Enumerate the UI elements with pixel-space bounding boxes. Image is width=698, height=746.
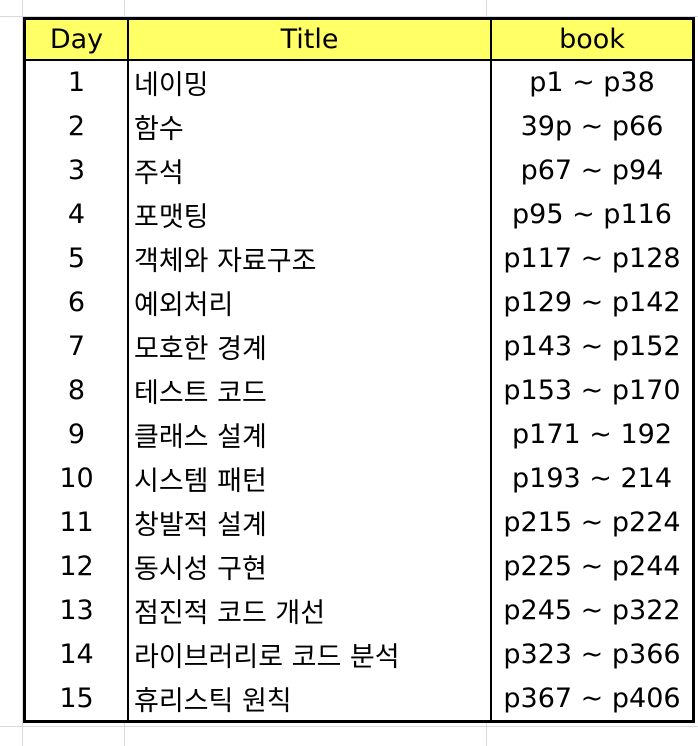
- header-title-cell[interactable]: Title: [128, 20, 492, 61]
- header-book-cell[interactable]: book: [491, 20, 692, 61]
- book-cell[interactable]: p67 ~ p94: [520, 154, 664, 186]
- day-cell[interactable]: 9: [26, 412, 129, 457]
- day-cell[interactable]: 8: [26, 368, 129, 413]
- table-row: 13 점진적 코드 개선 p245 ~ p322: [26, 588, 692, 633]
- book-cell[interactable]: p193 ~ 214: [512, 463, 672, 495]
- book-cell[interactable]: p323 ~ p366: [503, 639, 681, 671]
- day-cell[interactable]: 13: [26, 588, 129, 633]
- book-cell[interactable]: p117 ~ p128: [503, 242, 681, 274]
- day-cell[interactable]: 12: [26, 544, 129, 589]
- book-cell[interactable]: p1 ~ p38: [529, 67, 655, 99]
- title-cell[interactable]: 포맷팅: [128, 192, 492, 237]
- table-row: 14 라이브러리로 코드 분석 p323 ~ p366: [26, 632, 692, 677]
- book-cell[interactable]: p367 ~ p406: [503, 683, 681, 715]
- title-cell[interactable]: 라이브러리로 코드 분석: [128, 632, 492, 677]
- day-cell[interactable]: 5: [26, 236, 129, 281]
- day-cell[interactable]: 4: [26, 192, 129, 237]
- day-cell[interactable]: 1: [26, 60, 129, 105]
- title-cell[interactable]: 객체와 자료구조: [128, 236, 492, 281]
- table-row: 10 시스템 패턴 p193 ~ 214: [26, 456, 692, 501]
- book-cell[interactable]: p171 ~ 192: [512, 419, 672, 451]
- table-row: 7 모호한 경계 p143 ~ p152: [26, 324, 692, 369]
- day-cell[interactable]: 2: [26, 104, 129, 149]
- book-cell[interactable]: p153 ~ p170: [503, 374, 681, 406]
- book-cell[interactable]: p143 ~ p152: [503, 330, 681, 362]
- day-cell[interactable]: 3: [26, 148, 129, 193]
- book-cell[interactable]: p215 ~ p224: [503, 507, 681, 539]
- table-body: 1 네이밍 p1 ~ p38 2 함수 39p ~ p66 3 주석 p67 ~ p94 4 포맷팅…: [26, 60, 692, 721]
- header-day-cell[interactable]: Day: [26, 20, 129, 61]
- table-row: 9 클래스 설계 p171 ~ 192: [26, 412, 692, 457]
- table-row: 15 휴리스틱 원칙 p367 ~ p406: [26, 676, 692, 721]
- table-row: 8 테스트 코드 p153 ~ p170: [26, 368, 692, 413]
- table-row: 12 동시성 구현 p225 ~ p244: [26, 544, 692, 589]
- book-cell[interactable]: p225 ~ p244: [503, 551, 681, 583]
- schedule-table: Day Title book 1 네이밍 p1 ~ p38 2 함수 39p ~ p66 3…: [23, 17, 695, 723]
- title-cell[interactable]: 주석: [128, 148, 492, 193]
- table-row: 6 예외처리 p129 ~ p142: [26, 280, 692, 325]
- day-cell[interactable]: 11: [26, 500, 129, 545]
- day-cell[interactable]: 7: [26, 324, 129, 369]
- title-cell[interactable]: 시스템 패턴: [128, 456, 492, 501]
- table-row: 3 주석 p67 ~ p94: [26, 148, 692, 193]
- table-row: 1 네이밍 p1 ~ p38: [26, 60, 692, 105]
- table-row: 5 객체와 자료구조 p117 ~ p128: [26, 236, 692, 281]
- day-cell[interactable]: 14: [26, 632, 129, 677]
- title-cell[interactable]: 네이밍: [128, 60, 492, 105]
- book-cell[interactable]: p245 ~ p322: [503, 595, 681, 627]
- day-cell[interactable]: 10: [26, 456, 129, 501]
- day-cell[interactable]: 15: [26, 676, 129, 721]
- title-cell[interactable]: 점진적 코드 개선: [128, 588, 492, 633]
- title-cell[interactable]: 창발적 설계: [128, 500, 492, 545]
- day-cell[interactable]: 6: [26, 280, 129, 325]
- header-row: Day Title book: [26, 20, 692, 61]
- title-cell[interactable]: 휴리스틱 원칙: [128, 676, 492, 721]
- book-cell[interactable]: p95 ~ p116: [512, 198, 672, 230]
- title-cell[interactable]: 예외처리: [128, 280, 492, 325]
- title-cell[interactable]: 동시성 구현: [128, 544, 492, 589]
- title-cell[interactable]: 테스트 코드: [128, 368, 492, 413]
- table-row: 2 함수 39p ~ p66: [26, 104, 692, 149]
- table-row: 11 창발적 설계 p215 ~ p224: [26, 500, 692, 545]
- title-cell[interactable]: 모호한 경계: [128, 324, 492, 369]
- book-cell[interactable]: 39p ~ p66: [520, 110, 664, 142]
- title-cell[interactable]: 클래스 설계: [128, 412, 492, 457]
- table-row: 4 포맷팅 p95 ~ p116: [26, 192, 692, 237]
- title-cell[interactable]: 함수: [128, 104, 492, 149]
- book-cell[interactable]: p129 ~ p142: [503, 286, 681, 318]
